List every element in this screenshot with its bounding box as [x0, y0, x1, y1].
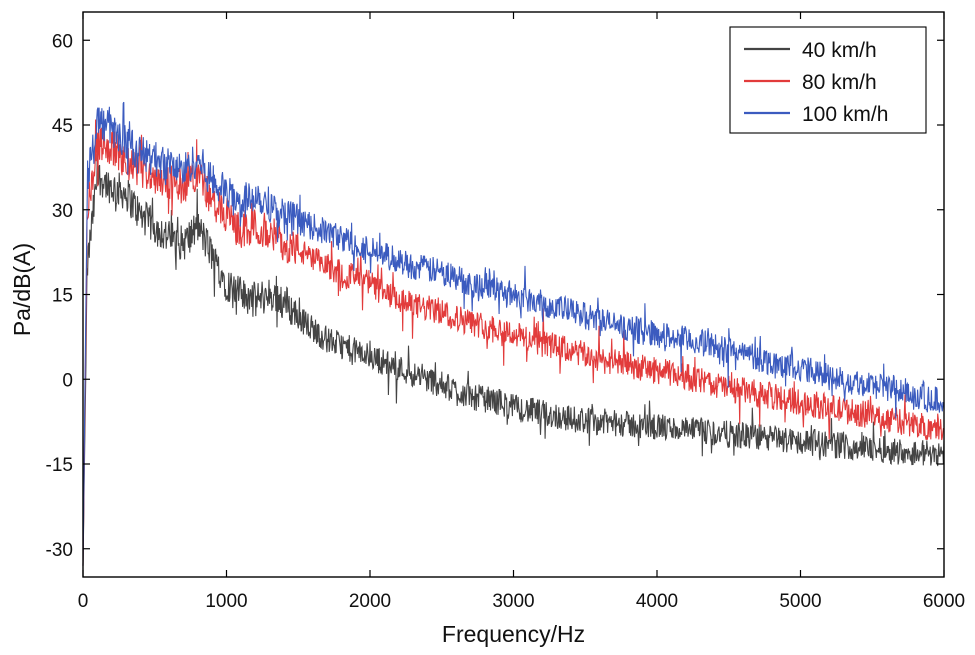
y-tick-label: 0	[62, 370, 73, 391]
y-tick-label: -15	[46, 455, 73, 476]
x-axis-title: Frequency/Hz	[442, 621, 585, 647]
y-tick-label: 60	[52, 31, 73, 52]
y-tick-labels: -30 -15 0 15 30 45 60	[46, 31, 73, 561]
series-line-40-km-h	[82, 154, 945, 566]
x-tick-label: 0	[78, 591, 89, 612]
ticks-layer	[82, 12, 945, 577]
x-tick-label: 5000	[779, 591, 821, 612]
series-line-100-km-h	[82, 101, 945, 566]
series-line-80-km-h	[82, 119, 944, 566]
y-tick-label: -30	[46, 540, 73, 561]
x-tick-label: 6000	[923, 591, 965, 612]
legend-label-40-km-h: 40 km/h	[802, 39, 877, 62]
x-tick-label: 4000	[636, 591, 678, 612]
legend-label-100-km-h: 100 km/h	[802, 103, 888, 126]
x-tick-label: 2000	[349, 591, 391, 612]
x-tick-label: 3000	[492, 591, 534, 612]
y-tick-label: 45	[52, 116, 73, 137]
y-tick-label: 15	[52, 286, 73, 307]
x-tick-labels: 0 1000 2000 3000 4000 5000 6000	[78, 591, 965, 612]
legend-label-80-km-h: 80 km/h	[802, 71, 877, 94]
y-axis-title: Pa/dB(A)	[9, 243, 35, 336]
series-layer	[82, 101, 945, 566]
x-tick-label: 1000	[205, 591, 247, 612]
legend: 40 km/h 80 km/h 100 km/h	[729, 26, 927, 134]
y-tick-label: 30	[52, 201, 73, 222]
